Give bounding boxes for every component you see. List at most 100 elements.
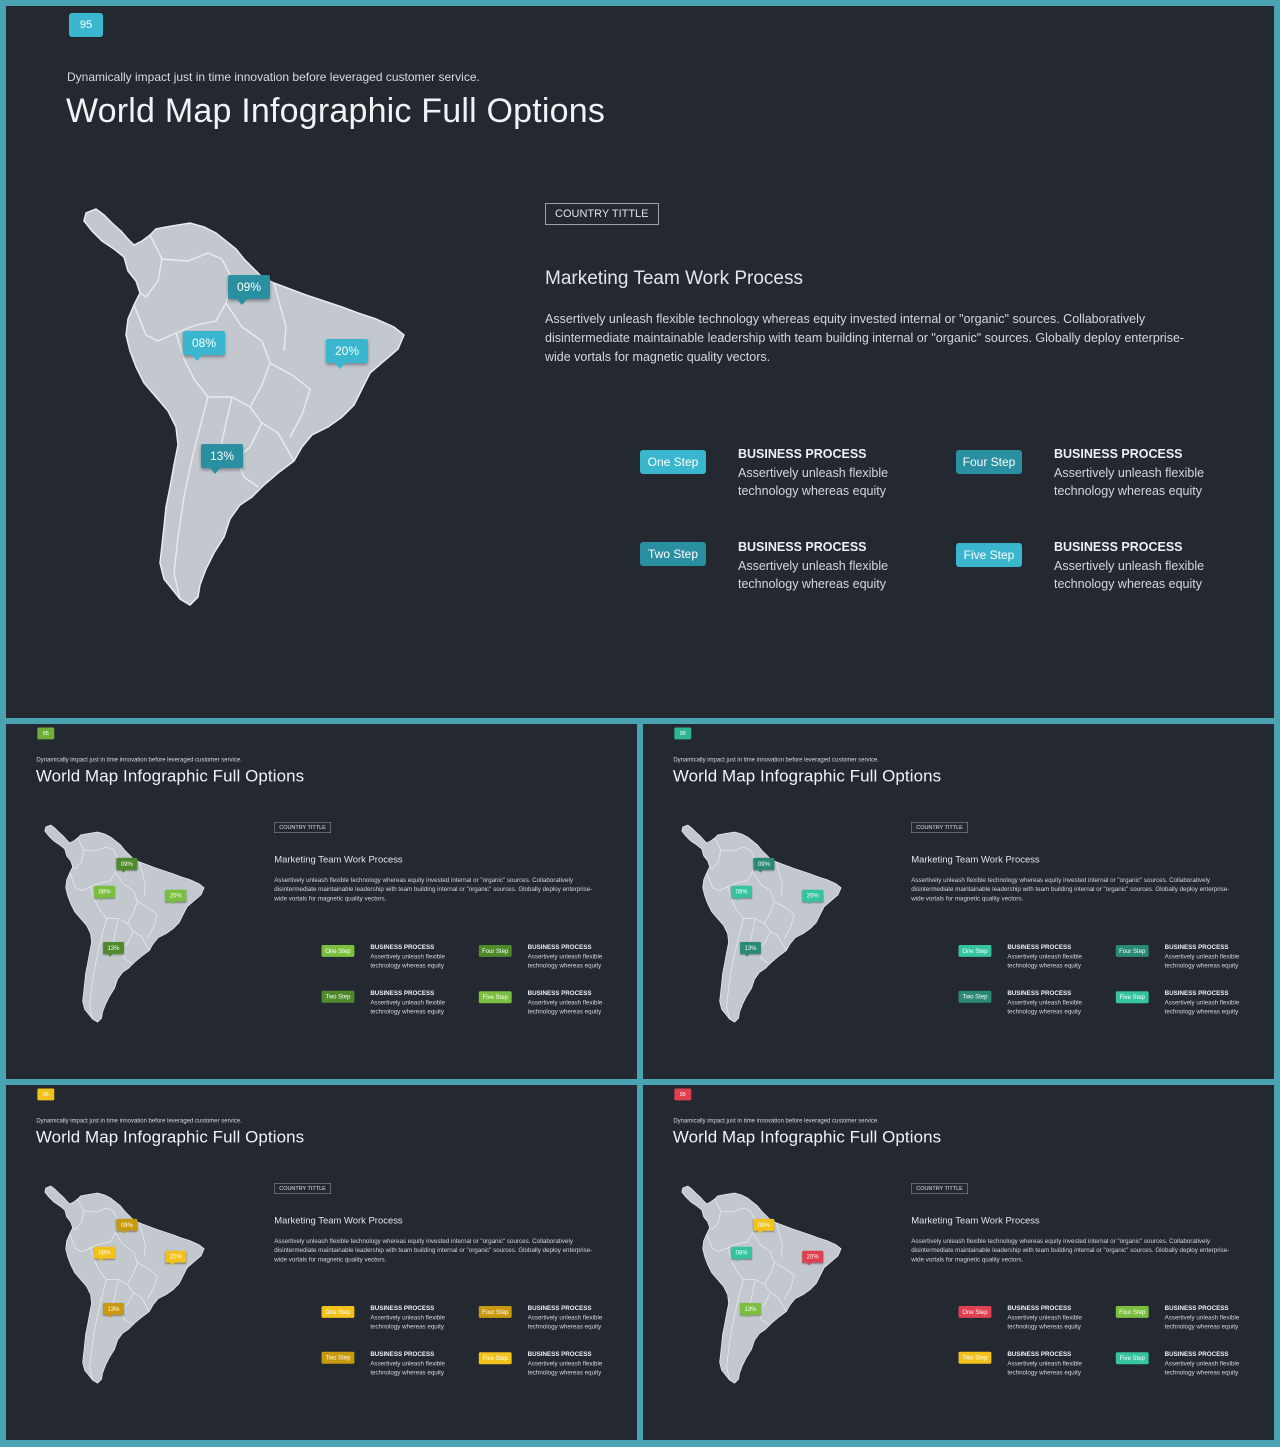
map-pin-08: 08% — [731, 1246, 752, 1262]
bp-title: BUSINESS PROCESS — [527, 1304, 592, 1312]
step-one-label: One Step — [321, 1305, 355, 1318]
bp-title: BUSINESS PROCESS — [527, 1350, 592, 1358]
slide-content: 95 Dynamically impact just in time innov… — [6, 1085, 637, 1439]
page-number-badge: 95 — [674, 1088, 692, 1101]
business-process-one: BUSINESS PROCESS Assertively unleash fle… — [1007, 1304, 1097, 1330]
bp-title: BUSINESS PROCESS — [1007, 1350, 1072, 1358]
south-america-map: 09% 08% 20% 13% — [36, 1182, 205, 1384]
map-pin-09: 09% — [753, 857, 775, 873]
section-body: Assertively unleash flexible technology … — [911, 876, 1230, 903]
business-process-four: BUSINESS PROCESS Assertively unleash fle… — [1054, 447, 1234, 500]
south-america-map-graphic — [44, 1185, 205, 1384]
bp-body: Assertively unleash flexible technology … — [1164, 1313, 1240, 1330]
slide-multicolor: 95 Dynamically impact just in time innov… — [643, 1085, 1274, 1440]
bp-body: Assertively unleash flexible technology … — [1054, 466, 1205, 498]
bp-body: Assertively unleash flexible technology … — [1164, 1360, 1240, 1377]
bp-body: Assertively unleash flexible technology … — [1007, 952, 1083, 969]
slide-content: 95 Dynamically impact just in time innov… — [6, 6, 1274, 718]
bp-title: BUSINESS PROCESS — [370, 989, 435, 997]
bp-body: Assertively unleash flexible technology … — [370, 999, 446, 1016]
bp-body: Assertively unleash flexible technology … — [1007, 1360, 1083, 1377]
section-title: Marketing Team Work Process — [911, 854, 1040, 865]
map-pin-20: 20% — [326, 339, 368, 369]
south-america-map-graphic — [83, 208, 405, 606]
bp-body: Assertively unleash flexible technology … — [1007, 1313, 1083, 1330]
country-title-tag: COUNTRY TITTLE — [274, 822, 331, 833]
bp-title: BUSINESS PROCESS — [370, 1350, 435, 1358]
business-process-two: BUSINESS PROCESS Assertively unleash fle… — [370, 990, 460, 1016]
bp-body: Assertively unleash flexible technology … — [527, 1313, 603, 1330]
map-pin-09: 09% — [116, 857, 138, 873]
step-two-label: Two Step — [958, 1351, 992, 1364]
map-pin-20: 20% — [165, 1250, 187, 1266]
step-four-label: Four Step — [1115, 944, 1149, 957]
south-america-map: 09% 08% 20% 13% — [36, 821, 205, 1023]
map-pin-08: 08% — [731, 885, 752, 901]
slide-subtitle: Dynamically impact just in time innovati… — [673, 1116, 879, 1124]
business-process-two: BUSINESS PROCESS Assertively unleash fle… — [1007, 1351, 1097, 1377]
step-five-label: Five Step — [478, 1352, 512, 1365]
bp-title: BUSINESS PROCESS — [370, 1304, 435, 1312]
map-pin-13: 13% — [740, 941, 761, 957]
bp-title: BUSINESS PROCESS — [1007, 989, 1072, 997]
business-process-two: BUSINESS PROCESS Assertively unleash fle… — [370, 1351, 460, 1377]
step-one-label: One Step — [321, 944, 355, 957]
page-number-badge: 95 — [674, 727, 692, 740]
step-two-label: Two Step — [958, 990, 992, 1003]
slide-title: World Map Infographic Full Options — [35, 766, 305, 786]
section-body: Assertively unleash flexible technology … — [274, 1237, 593, 1264]
map-pin-13: 13% — [103, 941, 124, 957]
map-pin-08: 08% — [183, 331, 225, 361]
step-two-label: Two Step — [321, 1351, 355, 1364]
country-title-tag: COUNTRY TITTLE — [274, 1183, 331, 1194]
bp-body: Assertively unleash flexible technology … — [738, 466, 889, 498]
business-process-two: BUSINESS PROCESS Assertively unleash fle… — [738, 540, 918, 593]
bp-body: Assertively unleash flexible technology … — [527, 952, 603, 969]
business-process-one: BUSINESS PROCESS Assertively unleash fle… — [370, 1304, 460, 1330]
bp-body: Assertively unleash flexible technology … — [1054, 559, 1205, 591]
step-one-label: One Step — [958, 944, 992, 957]
map-pin-13: 13% — [740, 1302, 761, 1318]
map-pin-13: 13% — [201, 444, 243, 474]
business-process-four: BUSINESS PROCESS Assertively unleash fle… — [528, 943, 618, 969]
slide-title: World Map Infographic Full Options — [35, 1127, 305, 1147]
section-title: Marketing Team Work Process — [545, 268, 803, 289]
step-four-label: Four Step — [1115, 1305, 1149, 1318]
step-one-label: One Step — [640, 450, 706, 474]
map-pin-20: 20% — [165, 889, 187, 905]
map-pin-08: 08% — [94, 1246, 115, 1262]
bp-body: Assertively unleash flexible technology … — [527, 999, 603, 1016]
section-title: Marketing Team Work Process — [274, 854, 403, 865]
business-process-five: BUSINESS PROCESS Assertively unleash fle… — [528, 990, 618, 1016]
bp-body: Assertively unleash flexible technology … — [370, 952, 446, 969]
bp-body: Assertively unleash flexible technology … — [527, 1360, 603, 1377]
bp-title: BUSINESS PROCESS — [527, 943, 592, 951]
section-body: Assertively unleash flexible technology … — [545, 312, 1185, 364]
bp-title: BUSINESS PROCESS — [1007, 943, 1072, 951]
map-pin-09: 09% — [228, 275, 270, 305]
step-four-label: Four Step — [956, 450, 1022, 474]
step-four-label: Four Step — [478, 1305, 512, 1318]
section-title: Marketing Team Work Process — [274, 1215, 403, 1226]
slide-teal: 95 Dynamically impact just in time innov… — [643, 724, 1274, 1079]
bp-body: Assertively unleash flexible technology … — [1164, 952, 1240, 969]
slide-subtitle: Dynamically impact just in time innovati… — [36, 1116, 242, 1124]
step-two-label: Two Step — [321, 990, 355, 1003]
bp-title: BUSINESS PROCESS — [370, 943, 435, 951]
slide-title: World Map Infographic Full Options — [66, 92, 606, 130]
south-america-map: 09% 08% 20% 13% — [66, 201, 406, 606]
bp-body: Assertively unleash flexible technology … — [370, 1313, 446, 1330]
step-five-label: Five Step — [478, 991, 512, 1004]
bp-title: BUSINESS PROCESS — [1164, 989, 1229, 997]
bp-body: Assertively unleash flexible technology … — [370, 1360, 446, 1377]
page-number-badge: 95 — [69, 13, 103, 37]
map-pin-13: 13% — [103, 1302, 124, 1318]
bp-title: BUSINESS PROCESS — [738, 447, 867, 461]
south-america-map-graphic — [681, 824, 842, 1023]
business-process-one: BUSINESS PROCESS Assertively unleash fle… — [738, 447, 918, 500]
section-title: Marketing Team Work Process — [911, 1215, 1040, 1226]
business-process-four: BUSINESS PROCESS Assertively unleash fle… — [1165, 1304, 1255, 1330]
slide-main: 95 Dynamically impact just in time innov… — [6, 6, 1274, 718]
slide-subtitle: Dynamically impact just in time innovati… — [673, 755, 879, 763]
step-five-label: Five Step — [956, 543, 1022, 567]
